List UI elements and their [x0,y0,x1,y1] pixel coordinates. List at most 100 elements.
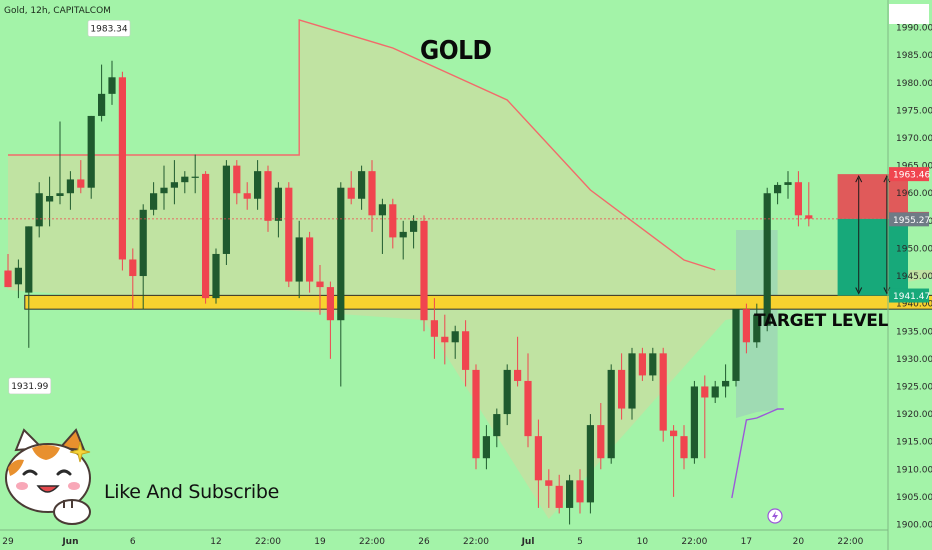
y-tick-label: 1990.00 [896,24,932,34]
candle-body [285,187,293,282]
candle-body [514,369,522,381]
candle-body [181,176,189,183]
candle-body [139,209,147,277]
position-arrow-head-down [883,287,891,295]
candle-body [784,182,792,185]
candle-body [14,267,22,285]
candle-body [451,331,459,343]
callout-label: 1931.99 [11,382,48,392]
subscribe-text: Like And Subscribe [104,481,280,503]
y-tick-label: 1905.00 [896,493,932,503]
candle-body [347,187,355,199]
price-label: 1963.46 [893,171,930,181]
callout-box [87,20,131,37]
y-tick-label: 1930.00 [896,355,932,365]
candle-body [732,309,740,381]
candle-body [66,179,74,194]
callout-label: 1983.34 [90,24,127,34]
support-zone-layer [24,294,932,310]
candle-body [306,237,314,282]
stop-band [837,174,908,219]
y-tick-label: 1925.00 [896,382,932,392]
x-tick-label: 22:00 [359,537,385,547]
x-tick-label: 6 [130,537,136,547]
candle-body [420,220,428,321]
candle-body [597,425,605,459]
y-tick-label: 1920.00 [896,410,932,420]
candle-body [462,331,470,370]
candle-body [628,353,636,409]
cat-mascot-icon [5,428,91,525]
candle-body [524,380,532,437]
x-tick-label: 20 [793,537,805,547]
candle-body [545,480,553,486]
candle-body [711,386,719,398]
price-label-box [889,167,929,182]
y-tick-label: 1950.00 [896,244,932,254]
candle-body [670,430,678,437]
candle-body [774,184,782,194]
candle-body [222,165,230,254]
candle-body [316,281,324,288]
x-tick-label: Jun [61,537,78,547]
candle-body [430,320,438,337]
candle-body [191,176,199,178]
candle-body [763,193,771,326]
candle-body [805,215,813,219]
candle-body [295,237,303,282]
candle-body [46,195,54,202]
candle-body [534,436,542,481]
x-tick-label: 22:00 [681,537,707,547]
candle-body [254,171,262,199]
candle-body [472,369,480,459]
y-tick-label: 1975.00 [896,106,932,116]
candle-body [160,187,168,194]
candle-body [753,314,761,343]
candle-body [368,171,376,216]
candle-body [503,369,511,415]
x-tick-label: 10 [637,537,649,547]
y-tick-label: 1900.00 [896,520,932,530]
y-tick-label: 1965.00 [896,162,932,172]
candle-body [326,287,334,321]
lower-line [731,408,784,499]
candle-body [87,115,95,188]
y-tick-label: 1985.00 [896,51,932,61]
candle-body [742,309,750,343]
chart-ticker: Gold, 12h, CAPITALCOM [4,6,111,16]
x-tick-label: 17 [741,537,752,547]
candle-body [358,171,366,199]
candle-body [378,204,386,216]
candle-body [264,171,272,221]
candle-body [202,173,210,299]
candle-body [337,187,345,321]
candle-body [638,353,646,376]
lightning-icon[interactable] [767,508,783,524]
target-band [837,218,908,296]
callout-box [8,377,52,395]
candle-body [441,336,449,343]
candle-body [212,253,220,299]
y-tick-label: 1945.00 [896,272,932,282]
candle-body [233,165,241,194]
candle-body [77,179,85,188]
position-tool[interactable] [837,174,908,296]
y-tick-label: 1910.00 [896,465,932,475]
candle-body [98,93,106,116]
target-level-label: TARGET LEVEL [754,311,889,331]
candle-body [35,193,43,227]
x-tick-label: 22:00 [463,537,489,547]
upper-line [8,19,716,271]
candle-body [25,226,33,293]
candle-body [555,485,563,508]
candle-body [410,220,418,232]
candle-body [794,182,802,216]
position-arrow-head-up [883,175,891,183]
candle-body [722,380,730,387]
position-arrow-head-down [855,287,863,295]
candle-body [649,353,657,376]
candle-body [690,386,698,459]
x-tick-label: 5 [577,537,583,547]
x-tick-label: Jul [521,537,535,547]
